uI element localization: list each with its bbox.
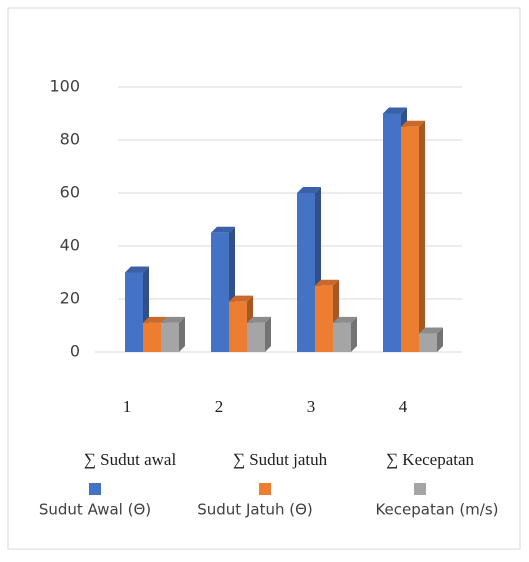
- bar-top: [419, 327, 443, 334]
- chart-frame: [7, 7, 521, 550]
- bar: [401, 120, 425, 352]
- bar-top: [401, 120, 425, 127]
- legend-label: Kecepatan (m/s): [375, 501, 498, 519]
- annotation: ∑ Sudut jatuh: [233, 450, 328, 469]
- bar-top: [333, 316, 357, 323]
- bar-top: [315, 279, 339, 286]
- bar-side: [265, 316, 271, 352]
- bar-top: [143, 316, 167, 323]
- legend-swatch: [414, 483, 426, 495]
- x-tick-label: 2: [215, 397, 224, 416]
- y-tick-label: 0: [70, 342, 80, 361]
- bar-top: [125, 266, 149, 273]
- bar-front: [401, 126, 419, 352]
- legend-label: Sudut Jatuh (Θ): [197, 501, 313, 519]
- bar-side: [437, 327, 443, 352]
- bar-side: [351, 316, 357, 352]
- annotation: ∑ Sudut awal: [84, 450, 177, 469]
- bar: [247, 316, 271, 352]
- bar-top: [229, 295, 253, 302]
- x-tick-label: 3: [307, 397, 316, 416]
- bar-front: [161, 322, 179, 352]
- bar-front: [247, 322, 265, 352]
- bar-top: [211, 226, 235, 233]
- x-tick-label: 4: [399, 397, 408, 416]
- bar-front: [211, 232, 229, 352]
- annotation: ∑ Kecepatan: [386, 450, 475, 469]
- bar-front: [333, 322, 351, 352]
- legend-label: Sudut Awal (Θ): [39, 501, 151, 519]
- bar-top: [161, 316, 185, 323]
- bar-side: [419, 120, 425, 352]
- bar-top: [247, 316, 271, 323]
- y-tick-label: 40: [60, 236, 80, 255]
- bar: [333, 316, 357, 352]
- y-tick-label: 80: [60, 130, 80, 149]
- bar-front: [125, 272, 143, 352]
- bar-front: [229, 301, 247, 352]
- bar-front: [315, 285, 333, 352]
- y-tick-label: 20: [60, 289, 80, 308]
- legend-swatch: [89, 483, 101, 495]
- bar-front: [419, 333, 437, 352]
- legend-swatch: [259, 483, 271, 495]
- bar-side: [179, 316, 185, 352]
- bar-front: [297, 193, 315, 352]
- y-tick-label: 60: [60, 183, 80, 202]
- bar: [161, 316, 185, 352]
- bar-top: [297, 187, 321, 193]
- x-tick-label: 1: [123, 397, 132, 416]
- bar-top: [383, 107, 407, 114]
- y-tick-label: 100: [49, 77, 80, 96]
- bar-front: [383, 113, 401, 352]
- bar: [419, 327, 443, 352]
- bar-front: [143, 322, 161, 352]
